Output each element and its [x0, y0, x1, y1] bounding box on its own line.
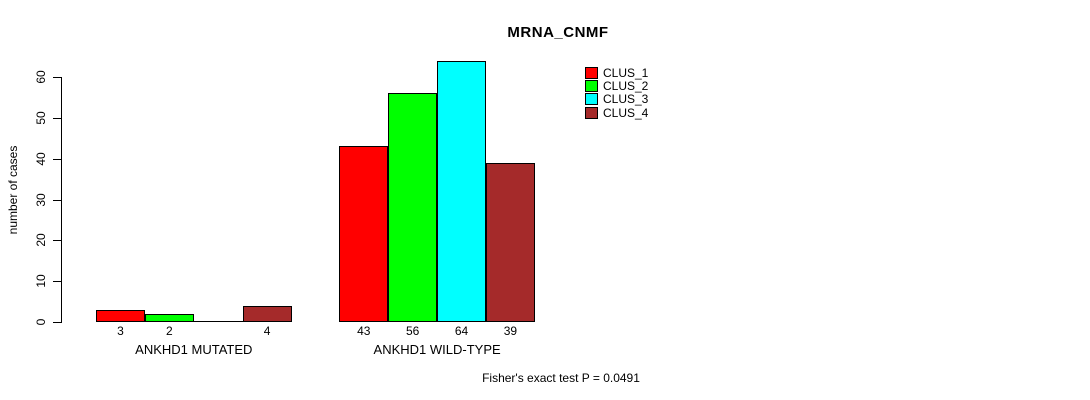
bar-value-label: 43: [357, 324, 371, 338]
y-tick: [53, 322, 61, 323]
legend: CLUS_1 CLUS_2 CLUS_3 CLUS_4: [585, 66, 648, 120]
legend-row: CLUS_2: [585, 79, 649, 94]
y-tick: [53, 199, 61, 201]
y-tick: [53, 240, 61, 242]
y-tick: [53, 281, 61, 283]
y-tick-label: 20: [34, 233, 48, 248]
y-tick-label: 50: [34, 111, 48, 125]
category-label: ANKHD1 WILD-TYPE: [373, 342, 501, 357]
legend-row: CLUS_3: [585, 93, 648, 106]
y-tick: [53, 77, 61, 78]
fisher-test-annotation: Fisher's exact test P = 0.0491: [482, 371, 640, 385]
bar: [339, 146, 389, 322]
category-label: ANKHD1 MUTATED: [135, 342, 253, 357]
bar: [96, 309, 145, 322]
y-axis-line: [61, 77, 62, 323]
y-tick-label: 0: [34, 318, 48, 326]
bar: [242, 305, 292, 322]
bar-value-label: 56: [405, 324, 420, 338]
legend-label: CLUS_1: [603, 65, 649, 80]
legend-row: CLUS_1: [585, 66, 648, 79]
y-tick: [53, 158, 61, 160]
y-tick: [53, 117, 61, 119]
y-axis-title: number of cases: [6, 145, 20, 235]
bar-zero: [193, 321, 243, 322]
legend-swatch: [585, 66, 598, 79]
chart-title: MRNA_CNMF: [507, 24, 609, 41]
bar: [144, 313, 194, 322]
legend-label: CLUS_4: [603, 105, 649, 120]
bar-value-label: 3: [117, 324, 124, 338]
legend-label: CLUS_3: [603, 92, 649, 107]
y-tick-label: 40: [34, 151, 48, 166]
bar-value-label: 64: [454, 324, 469, 338]
y-tick-label: 30: [34, 192, 48, 207]
bar: [486, 162, 535, 322]
y-tick-label: 10: [34, 274, 48, 288]
legend-swatch: [585, 106, 598, 119]
bar: [437, 60, 487, 322]
bar-value-label: 2: [166, 324, 173, 338]
bar-value-label: 4: [263, 324, 271, 338]
legend-swatch: [585, 80, 598, 93]
legend-row: CLUS_4: [585, 106, 648, 119]
bar: [388, 93, 438, 322]
y-tick-label: 60: [34, 70, 48, 84]
bar-value-label: 39: [503, 324, 518, 338]
legend-label: CLUS_2: [603, 79, 649, 94]
legend-swatch: [585, 93, 598, 106]
